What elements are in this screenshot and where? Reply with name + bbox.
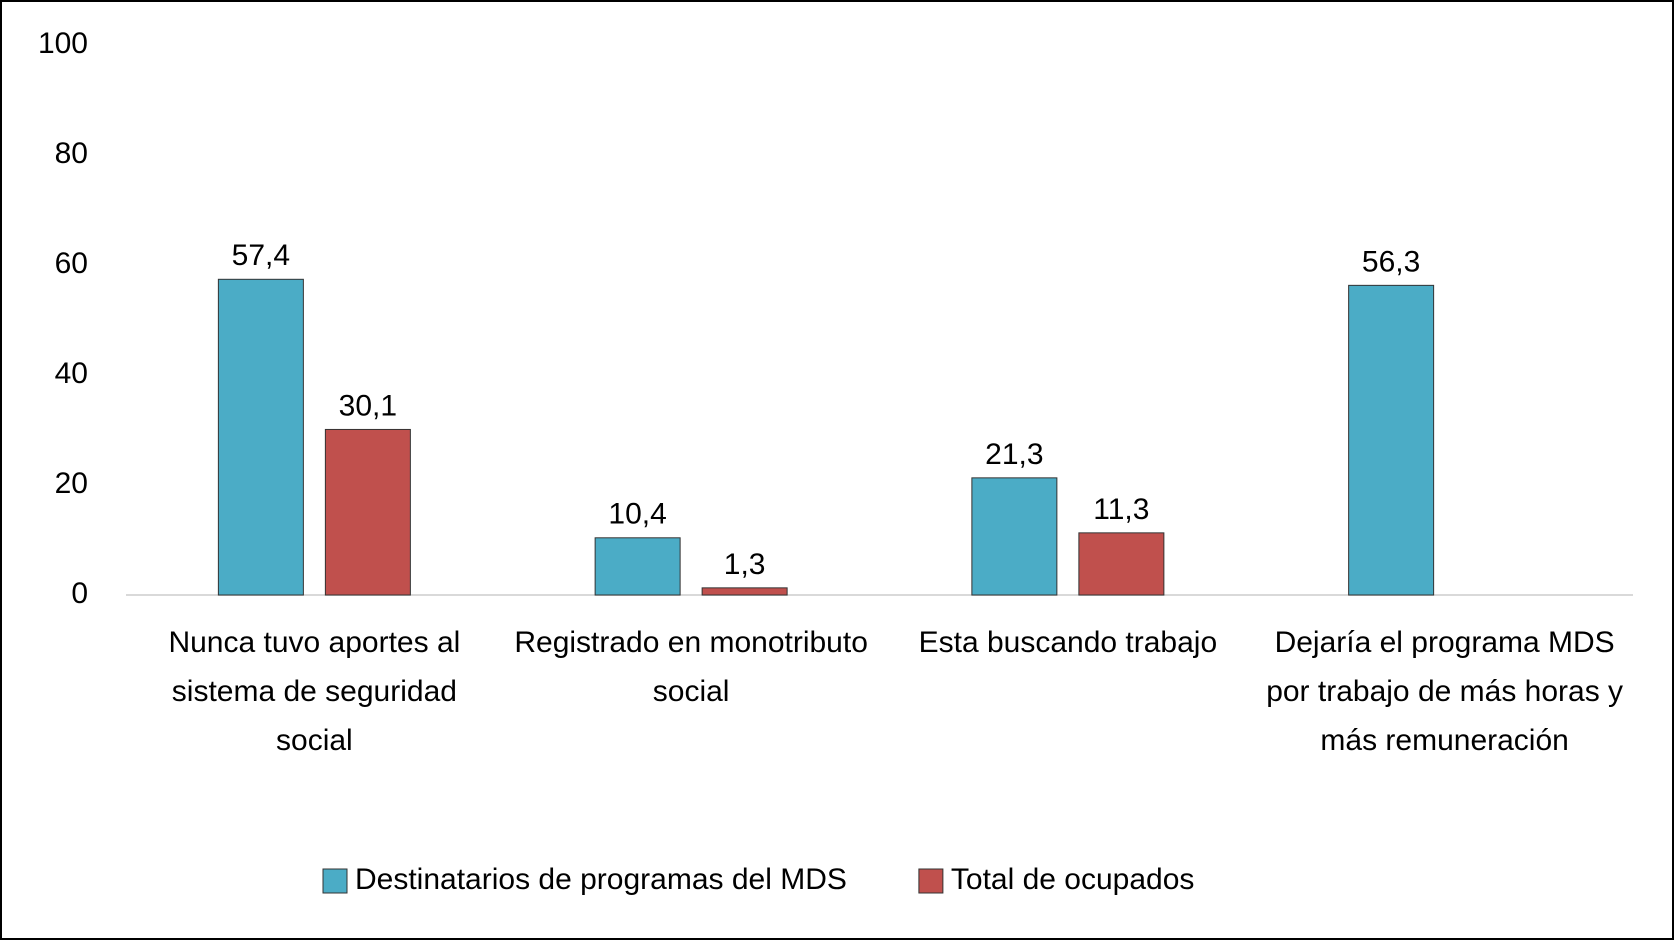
- legend-label: Destinatarios de programas del MDS: [355, 863, 847, 896]
- value-label: 1,3: [724, 548, 766, 581]
- legend-swatch: [918, 868, 944, 894]
- x-tick-label: Dejaría el programa MDS por trabajo de m…: [1266, 626, 1624, 757]
- bar: [324, 428, 411, 596]
- bar: [217, 278, 304, 596]
- y-tick-label: 20: [55, 467, 88, 500]
- y-tick-label: 100: [38, 27, 88, 60]
- bar: [1078, 532, 1165, 596]
- y-tick-label: 80: [55, 137, 88, 170]
- legend-swatch: [322, 868, 348, 894]
- value-label: 10,4: [608, 498, 666, 531]
- bar: [594, 537, 681, 596]
- bar: [1348, 284, 1435, 596]
- bar: [701, 587, 788, 596]
- legend-label: Total de ocupados: [951, 863, 1195, 896]
- value-label: 57,4: [232, 239, 290, 272]
- y-tick-label: 40: [55, 357, 88, 390]
- value-label: 11,3: [1093, 493, 1149, 526]
- value-label: 30,1: [339, 389, 397, 422]
- value-label: 56,3: [1362, 245, 1420, 278]
- x-tick-label: Esta buscando trabajo: [918, 626, 1218, 659]
- value-label: 21,3: [985, 438, 1043, 471]
- y-tick-label: 0: [71, 577, 88, 610]
- bar: [971, 477, 1058, 596]
- y-tick-label: 60: [55, 247, 88, 280]
- x-tick-label: Registrado en monotributo social: [514, 626, 868, 708]
- x-tick-label: Nunca tuvo aportes al sistema de segurid…: [168, 626, 461, 757]
